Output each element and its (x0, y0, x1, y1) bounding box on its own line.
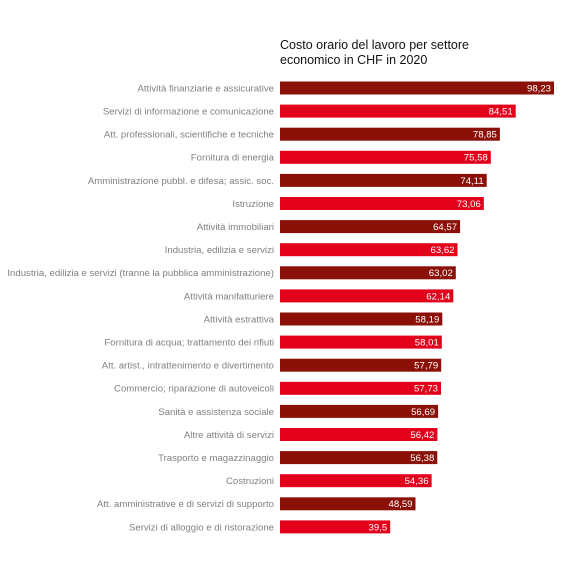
bar-4 (280, 150, 491, 164)
bar-16 (280, 428, 438, 441)
bar-14 (280, 381, 441, 395)
value-label-2: 84,51 (489, 107, 513, 118)
category-label-2: Servizi di informazione e comunicazione (103, 107, 274, 118)
category-label-8: Industria, edilizia e servizi (165, 245, 274, 256)
category-label-16: Altre attività di servizi (184, 430, 274, 441)
category-label-5: Amministrazione pubbl. e difesa; assic. … (88, 176, 274, 187)
value-label-14: 57,73 (414, 384, 438, 395)
value-label-9: 63,02 (429, 268, 453, 279)
chart-title-line-2: economico in CHF in 2020 (280, 53, 428, 67)
category-label-10: Attività manifatturiere (184, 291, 274, 302)
bar-1 (280, 81, 554, 95)
value-label-20: 39,5 (369, 522, 388, 533)
bar-18 (280, 474, 432, 488)
value-label-8: 63,62 (430, 245, 454, 256)
category-label-11: Attività estrattiva (204, 314, 275, 325)
value-label-5: 74,11 (460, 176, 483, 187)
bar-6 (280, 197, 484, 210)
category-label-1: Attività finanziarie e assicurative (137, 83, 274, 94)
value-label-4: 75,58 (464, 153, 488, 164)
category-label-14: Commercio; riparazione di autoveicoli (114, 384, 274, 395)
bar-11 (280, 312, 443, 326)
value-label-15: 56,69 (411, 407, 435, 418)
bar-2 (280, 104, 516, 118)
bar-15 (280, 404, 439, 418)
chart-title: Costo orario del lavoro per settore econ… (280, 38, 540, 68)
value-label-7: 64,57 (433, 222, 457, 233)
bar-17 (280, 451, 438, 465)
chart-title-line-1: Costo orario del lavoro per settore (280, 38, 469, 52)
category-label-9: Industria, edilizia e servizi (tranne la… (7, 268, 274, 279)
value-label-18: 54,36 (405, 476, 429, 487)
value-label-17: 56,38 (410, 453, 434, 464)
value-label-16: 56,42 (410, 430, 434, 441)
value-label-11: 58,19 (415, 314, 439, 325)
category-label-13: Att. artist., intrattenimento e divertim… (102, 361, 274, 372)
bar-10 (280, 289, 454, 303)
bar-19 (280, 497, 416, 511)
category-label-18: Costruzioni (226, 476, 274, 487)
category-label-19: Att. amministrative e di servizi di supp… (97, 499, 274, 510)
bar-13 (280, 358, 442, 372)
bar-5 (280, 173, 487, 187)
category-label-20: Servizi di alloggio e di ristorazione (129, 522, 274, 533)
bar-7 (280, 220, 461, 234)
value-label-3: 78,85 (473, 130, 497, 141)
value-label-19: 48,59 (388, 499, 412, 510)
category-label-15: Sanità e assistenza sociale (158, 407, 274, 418)
bar-20 (280, 520, 391, 534)
value-label-12: 58,01 (415, 338, 439, 349)
bar-3 (280, 127, 500, 141)
bar-9 (280, 266, 456, 280)
category-label-17: Trasporto e magazzinaggio (158, 453, 274, 464)
category-label-7: Attività immobiliari (197, 222, 274, 233)
value-label-6: 73,06 (457, 199, 481, 210)
bar-12 (280, 335, 442, 349)
category-label-4: Fornitura di energia (191, 153, 275, 164)
value-label-10: 62,14 (426, 291, 451, 302)
value-label-1: 98,23 (527, 83, 551, 94)
category-label-3: Att. professionali, scientifiche e tecni… (104, 130, 274, 141)
bar-8 (280, 243, 458, 257)
value-label-13: 57,79 (414, 361, 438, 372)
category-label-12: Fornitura di acqua; trattamento dei rifi… (104, 338, 274, 349)
category-label-6: Istruzione (232, 199, 274, 210)
